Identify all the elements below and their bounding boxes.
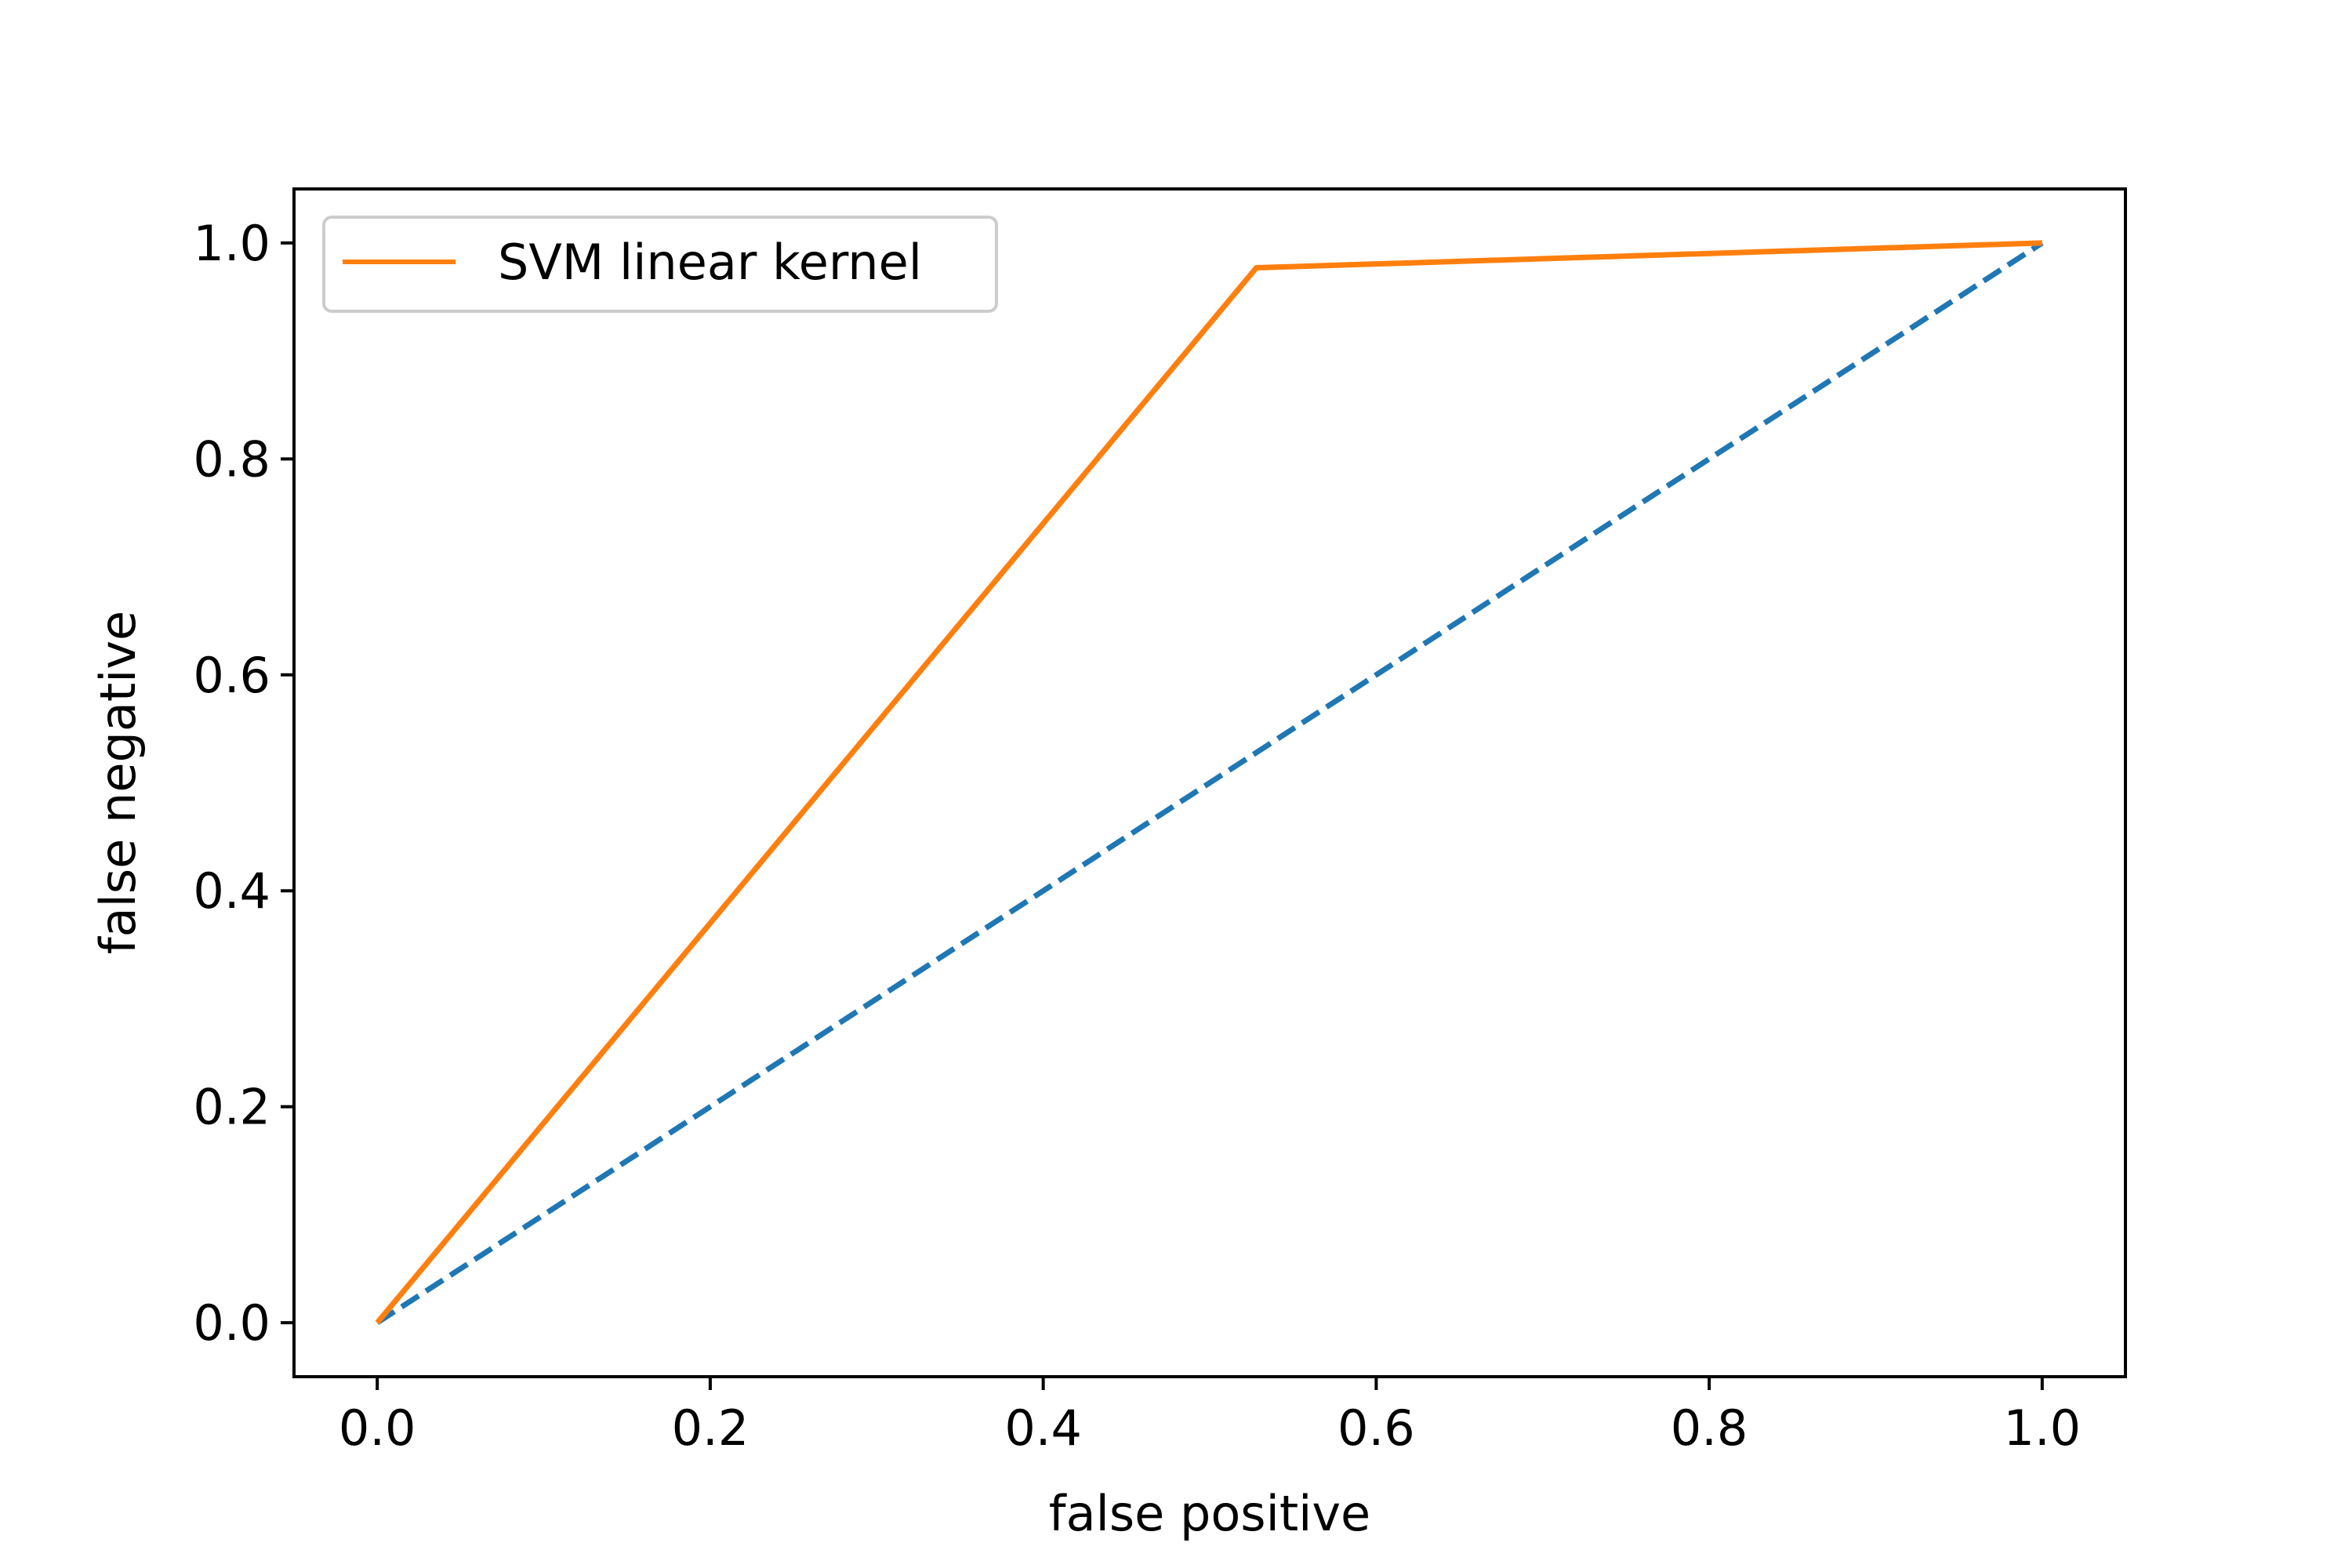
y-tick-label: 0.2 [193, 1079, 270, 1136]
legend-label-svm-linear-kernel: SVM linear kernel [498, 234, 922, 291]
x-tick-label: 1.0 [2004, 1399, 2082, 1457]
x-tick-label: 0.6 [1338, 1399, 1415, 1457]
legend-box [322, 216, 998, 313]
series-line-svm-linear-kernel [375, 240, 2042, 1325]
series-line-diagonal [376, 240, 2044, 1326]
y-axis-ticks: 0.0 0.2 0.4 0.6 0.8 1.0 [193, 215, 294, 1352]
series-layer [375, 240, 2044, 1326]
y-tick-label: 1.0 [193, 215, 270, 272]
x-tick-label: 0.0 [339, 1399, 416, 1457]
y-tick-label: 0.6 [193, 647, 270, 704]
x-axis-ticks: 0.0 0.2 0.4 0.6 0.8 1.0 [339, 1377, 2081, 1457]
plot-frame [292, 187, 2127, 1378]
x-axis-label: false positive [1049, 1485, 1370, 1542]
x-tick-label: 0.8 [1671, 1399, 1748, 1457]
x-tick-label: 0.2 [672, 1399, 750, 1457]
x-tick-label: 0.4 [1004, 1399, 1082, 1457]
legend: SVM linear kernel [322, 216, 998, 313]
y-axis-label: false negative [89, 611, 147, 954]
y-tick-label: 0.4 [193, 862, 270, 920]
y-tick-label: 0.0 [193, 1294, 270, 1352]
y-tick-label: 0.8 [193, 430, 270, 488]
